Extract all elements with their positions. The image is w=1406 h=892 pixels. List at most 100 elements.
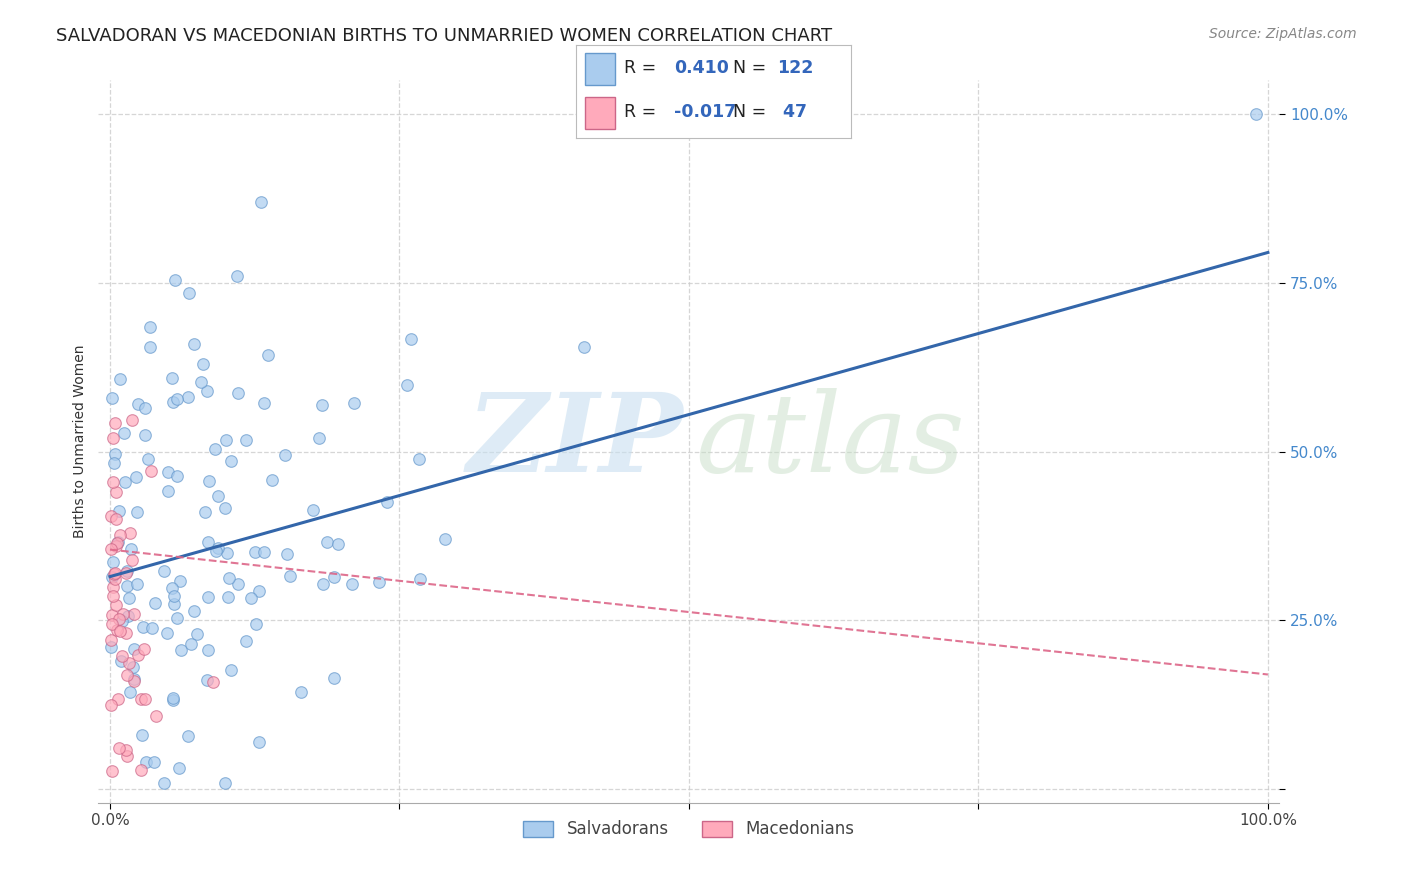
Point [118,656,141,670]
Point [217,591,239,605]
Point [139,464,162,478]
Point [125,505,148,519]
Text: N =: N = [733,103,772,120]
Point [343,396,366,410]
Point [101,570,124,584]
Point [124,673,146,688]
Point [105,624,128,638]
Point [163,597,186,611]
Point [183,604,205,618]
Point [127,648,149,662]
Point [153,564,176,578]
Point [101,555,124,569]
Point [105,484,128,499]
Point [117,579,139,593]
Text: 0.410: 0.410 [673,60,728,78]
Point [195,673,218,687]
Point [408,451,430,466]
Point [101,617,124,632]
Point [257,348,280,362]
Point [191,357,214,371]
Point [110,654,132,668]
Point [399,332,422,346]
Point [129,692,152,706]
Point [111,648,134,663]
Point [107,692,129,706]
Point [104,598,127,612]
Point [112,425,135,440]
Point [108,504,131,518]
Point [249,194,271,209]
Point [1246,107,1268,121]
Point [117,609,139,624]
Point [207,489,229,503]
Point [215,433,238,447]
Text: 47: 47 [776,103,807,120]
Point [104,566,127,580]
Point [104,539,127,553]
Point [190,376,212,390]
Point [115,564,138,578]
Point [100,640,122,654]
Point [122,672,145,686]
Text: -0.017: -0.017 [673,103,735,120]
Point [308,431,330,445]
Point [253,545,276,559]
Point [101,391,124,405]
Point [214,501,236,516]
Point [105,512,128,526]
Point [125,470,148,484]
Point [141,621,163,635]
Point [115,625,138,640]
Point [278,568,301,582]
Point [166,611,188,625]
Point [163,273,186,287]
Point [274,449,297,463]
Point [111,607,134,621]
Text: R =: R = [624,60,662,78]
Point [434,532,457,546]
Point [202,674,225,689]
Text: ZIP: ZIP [467,388,683,495]
Point [110,372,132,386]
Point [245,617,267,632]
Point [226,577,249,591]
Point [157,465,180,479]
Point [167,760,190,774]
Point [101,764,124,778]
Point [166,392,188,406]
Point [103,567,125,582]
Point [162,693,184,707]
Point [214,775,236,789]
Point [122,642,145,657]
Point [152,775,174,789]
Point [183,337,205,351]
Point [176,729,198,743]
Point [572,340,595,354]
Point [322,570,344,584]
Point [197,384,219,398]
Point [120,685,142,699]
Point [162,370,184,384]
Text: R =: R = [624,103,662,120]
Point [204,442,226,457]
Point [143,596,166,610]
Point [142,756,165,770]
Point [101,580,124,594]
Point [157,484,180,499]
Point [368,575,391,590]
Point [375,495,398,509]
Point [396,378,419,392]
Point [115,566,138,580]
Point [243,545,266,559]
Point [315,534,337,549]
Point [276,548,298,562]
Point [108,612,131,626]
Y-axis label: Births to Unmarried Women: Births to Unmarried Women [73,345,87,538]
Point [235,634,257,648]
Point [115,668,138,682]
Point [219,454,242,468]
Point [108,740,131,755]
Legend: Salvadorans, Macedonians: Salvadorans, Macedonians [517,814,860,845]
Point [235,433,257,447]
